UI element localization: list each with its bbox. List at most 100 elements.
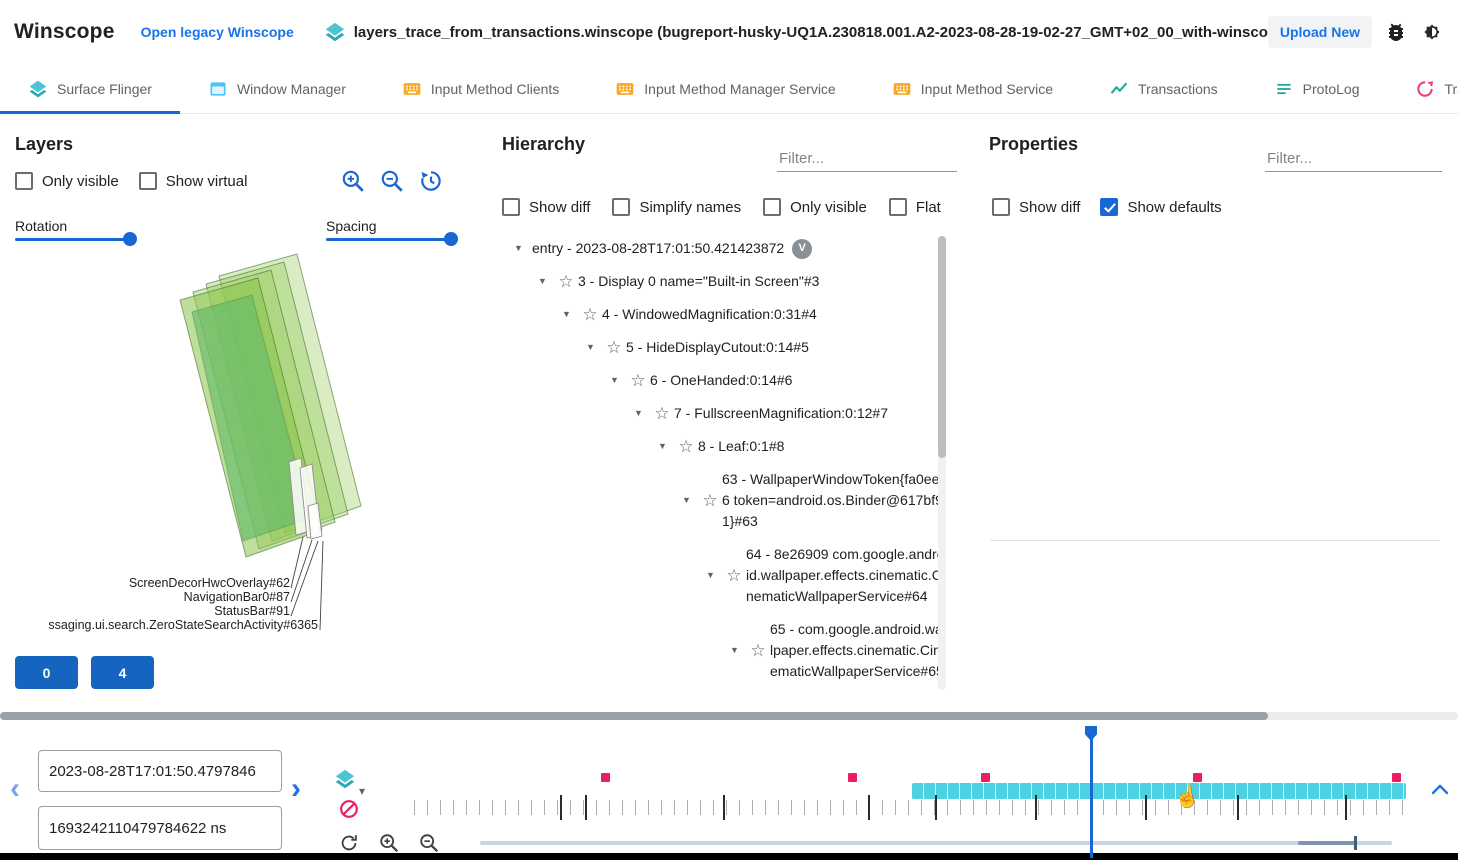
- tree-row[interactable]: ▼ ☆ 3 - Display 0 name="Built-in Screen"…: [500, 265, 952, 298]
- tree-row[interactable]: ▼ ☆ 63 - WallpaperWindowToken{fa0eef6 to…: [500, 463, 952, 538]
- scrollbar-thumb[interactable]: [938, 236, 946, 458]
- transaction-marker-icon[interactable]: [601, 773, 610, 782]
- star-icon[interactable]: ☆: [678, 436, 694, 456]
- timeline-cursor[interactable]: [1090, 726, 1093, 858]
- chevron-down-icon[interactable]: ▼: [658, 441, 667, 451]
- transaction-marker-icon[interactable]: [848, 773, 857, 782]
- checkbox-box[interactable]: [888, 198, 907, 216]
- timeline-zoom-in-icon[interactable]: [378, 832, 400, 854]
- checkbox-box[interactable]: [502, 198, 520, 216]
- tab-transitions[interactable]: Transitions: [1387, 64, 1458, 113]
- layers-3d-view[interactable]: [0, 244, 490, 664]
- hierarchy-scrollbar[interactable]: [938, 236, 946, 690]
- reset-view-icon[interactable]: [418, 168, 444, 194]
- timeline-zoom-slider[interactable]: [480, 836, 1392, 850]
- timestamp-human-field[interactable]: 2023-08-28T17:01:50.4797846: [38, 750, 282, 792]
- sf-trace-row-icon[interactable]: [334, 768, 356, 790]
- properties-filter-input[interactable]: [1265, 146, 1442, 172]
- tree-row-entry[interactable]: ▼ entry - 2023-08-28T17:01:50.421423872 …: [500, 232, 952, 265]
- checkbox-box[interactable]: [1100, 198, 1119, 216]
- checkbox-box[interactable]: [612, 198, 631, 216]
- transaction-marker-icon[interactable]: [981, 773, 990, 782]
- show-diff-checkbox[interactable]: Show diff: [502, 198, 590, 216]
- chevron-down-icon[interactable]: ▼: [562, 309, 571, 319]
- star-icon[interactable]: ☆: [726, 565, 742, 585]
- star-icon[interactable]: ☆: [750, 640, 766, 660]
- chevron-down-icon[interactable]: ▼: [634, 408, 643, 418]
- checkbox-box[interactable]: [138, 172, 157, 190]
- slider-thumb[interactable]: [123, 232, 137, 246]
- reset-zoom-icon[interactable]: [338, 832, 360, 854]
- tree-row[interactable]: ▼ ☆ 4 - WindowedMagnification:0:31#4: [500, 298, 952, 331]
- display-4-button[interactable]: 4: [91, 656, 154, 689]
- checkbox-box[interactable]: [992, 198, 1010, 216]
- chevron-down-icon[interactable]: ▼: [514, 243, 523, 253]
- next-entry-button[interactable]: ›: [291, 772, 301, 805]
- zoom-in-icon[interactable]: [340, 168, 366, 194]
- checkbox-box[interactable]: [763, 198, 782, 216]
- chevron-down-icon[interactable]: ▼: [706, 570, 715, 580]
- chevron-down-icon[interactable]: ▼: [682, 495, 691, 505]
- upload-new-button[interactable]: Upload New: [1267, 16, 1372, 48]
- star-icon[interactable]: ☆: [606, 337, 622, 357]
- timeline-scrollbar[interactable]: [0, 712, 1458, 720]
- layer-label[interactable]: ssaging.ui.search.ZeroStateSearchActivit…: [48, 618, 318, 632]
- only-visible-checkbox[interactable]: Only visible: [15, 172, 119, 190]
- chevron-down-icon[interactable]: ▼: [586, 342, 595, 352]
- rotation-slider[interactable]: [15, 232, 137, 246]
- slider-thumb[interactable]: [444, 232, 458, 246]
- hierarchy-filter-input[interactable]: [777, 146, 957, 172]
- sf-trace-segment[interactable]: [912, 783, 1406, 799]
- tab-input-method-manager-service[interactable]: Input Method Manager Service: [587, 64, 863, 113]
- tree-row[interactable]: ▼ ☆ 6 - OneHanded:0:14#6: [500, 364, 952, 397]
- show-virtual-checkbox[interactable]: Show virtual: [138, 172, 247, 190]
- star-icon[interactable]: ☆: [654, 403, 670, 423]
- simplify-names-checkbox[interactable]: Simplify names: [612, 198, 741, 216]
- bug-report-icon[interactable]: [1384, 20, 1408, 44]
- flat-checkbox[interactable]: Flat: [888, 198, 941, 216]
- transaction-marker-icon[interactable]: [1392, 773, 1401, 782]
- transactions-trace-row-icon[interactable]: [338, 798, 360, 820]
- tree-row[interactable]: ▼ ☆ 64 - 8e26909 com.google.android.wall…: [500, 538, 952, 613]
- dark-mode-icon[interactable]: [1420, 20, 1444, 44]
- chevron-down-icon[interactable]: ▼: [538, 276, 547, 286]
- tab-surface-flinger[interactable]: Surface Flinger: [0, 64, 180, 114]
- zoom-out-icon[interactable]: [379, 168, 405, 194]
- scrollbar-thumb[interactable]: [0, 712, 1268, 720]
- layer-label[interactable]: NavigationBar0#87: [183, 590, 290, 604]
- only-visible-checkbox[interactable]: Only visible: [763, 198, 867, 216]
- tab-input-method-clients[interactable]: Input Method Clients: [374, 64, 587, 113]
- show-defaults-checkbox[interactable]: Show defaults: [1100, 198, 1222, 216]
- tree-row[interactable]: ▼ ☆ 5 - HideDisplayCutout:0:14#5: [500, 331, 952, 364]
- prev-entry-button[interactable]: ‹: [10, 772, 20, 805]
- tree-row[interactable]: ▼ ☆ 65 - com.google.android.wallpaper.ef…: [500, 613, 952, 688]
- star-icon[interactable]: ☆: [558, 271, 574, 291]
- display-0-button[interactable]: 0: [15, 656, 78, 689]
- zoom-slider-range[interactable]: [1298, 841, 1356, 845]
- timeline-zoom-out-icon[interactable]: [418, 832, 440, 854]
- tree-row[interactable]: ▼ ☆ 7 - FullscreenMagnification:0:12#7: [500, 397, 952, 430]
- star-icon[interactable]: ☆: [702, 490, 718, 510]
- chevron-down-icon[interactable]: ▼: [610, 375, 619, 385]
- open-legacy-link[interactable]: Open legacy Winscope: [140, 24, 294, 40]
- tab-input-method-service[interactable]: Input Method Service: [864, 64, 1081, 113]
- collapse-timeline-button[interactable]: [1430, 782, 1450, 796]
- zoom-slider-handle[interactable]: [1354, 836, 1357, 850]
- spacing-slider[interactable]: [326, 232, 458, 246]
- transaction-marker-icon[interactable]: [1192, 773, 1202, 782]
- star-icon[interactable]: ☆: [582, 304, 598, 324]
- checkbox-box[interactable]: [15, 172, 33, 190]
- tree-node-label: 4 - WindowedMagnification:0:31#4: [602, 306, 817, 322]
- layer-label[interactable]: ScreenDecorHwcOverlay#62: [128, 576, 290, 590]
- tree-row[interactable]: ▼ ☆ 8 - Leaf:0:1#8: [500, 430, 952, 463]
- show-diff-checkbox[interactable]: Show diff: [992, 198, 1080, 216]
- layer-label[interactable]: StatusBar#91: [214, 604, 290, 618]
- tab-window-manager[interactable]: Window Manager: [180, 64, 374, 113]
- star-icon[interactable]: ☆: [630, 370, 646, 390]
- timeline-canvas[interactable]: ☝: [410, 726, 1410, 858]
- tab-protolog[interactable]: ProtoLog: [1246, 64, 1388, 113]
- tab-transactions[interactable]: Transactions: [1081, 64, 1246, 113]
- timestamp-ns-field[interactable]: 1693242110479784622 ns: [38, 806, 282, 850]
- chevron-down-icon[interactable]: ▼: [730, 645, 739, 655]
- chevron-down-icon[interactable]: ▾: [359, 784, 366, 798]
